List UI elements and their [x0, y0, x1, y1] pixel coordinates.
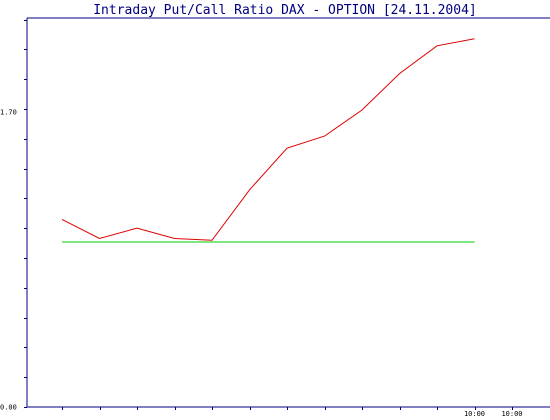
series-group	[61, 38, 475, 243]
y-tick-label: 0.00	[0, 404, 17, 412]
x-tick-label: 10:00	[501, 410, 522, 418]
y-tick-label: 1.70	[0, 108, 17, 116]
tick-labels: 1.70 0.00 10:00 10:00	[0, 108, 523, 418]
chart-title: Intraday Put/Call Ratio DAX - OPTION [24…	[93, 3, 477, 18]
x-tick-label: 10:00	[464, 410, 485, 418]
series-line-1	[61, 38, 475, 241]
axes	[24, 17, 550, 410]
